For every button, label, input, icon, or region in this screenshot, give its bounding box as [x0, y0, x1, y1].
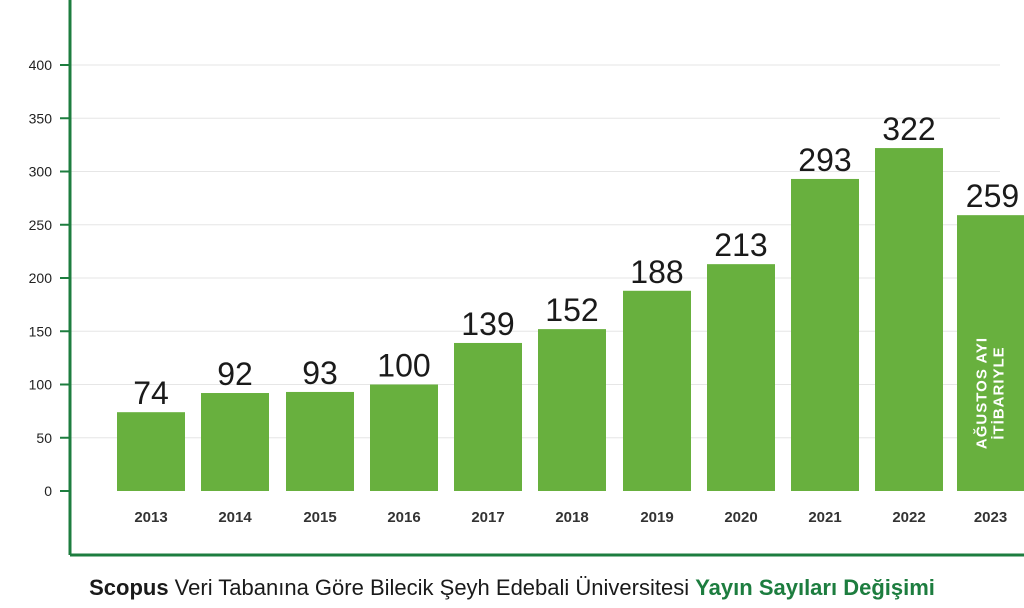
x-tick-label: 2018	[555, 509, 588, 526]
y-tick-label: 250	[29, 217, 53, 233]
data-label: 139	[461, 306, 514, 342]
bars	[117, 148, 1024, 492]
axes	[60, 0, 1024, 557]
x-tick-label: 2019	[640, 509, 673, 526]
data-label: 213	[714, 227, 767, 263]
caption-scopus: Scopus	[89, 575, 169, 600]
data-label: 188	[630, 254, 683, 290]
bar	[875, 148, 943, 491]
bar	[370, 384, 438, 491]
data-label: 93	[302, 355, 338, 391]
x-tick-label: 2020	[724, 509, 757, 526]
y-tick-label: 300	[29, 164, 53, 180]
data-label: 293	[798, 142, 851, 178]
x-tick-label: 2017	[471, 509, 504, 526]
bar	[201, 393, 269, 491]
x-tick-label: 2023	[974, 509, 1007, 526]
y-tick-label: 350	[29, 110, 53, 126]
data-label: 259	[966, 178, 1019, 214]
annotation: AĞUSTOS AYI İTİBARIYLE	[973, 337, 1008, 449]
data-labels: 74 92 93 100 139 152 188 213 293 322 259	[133, 111, 1019, 411]
gridlines	[70, 64, 1000, 439]
data-label: 152	[545, 292, 598, 328]
y-tick-label: 400	[29, 57, 53, 73]
x-tick-label: 2022	[892, 509, 925, 526]
x-tick-label: 2015	[303, 509, 336, 526]
y-tick-label: 50	[36, 430, 52, 446]
x-tick-label: 2014	[218, 509, 252, 526]
annotation-group: AĞUSTOS AYI İTİBARIYLE	[973, 337, 1008, 449]
annotation-line-2: İTİBARIYLE	[991, 346, 1008, 439]
x-tick-label: 2021	[808, 509, 841, 526]
data-label: 92	[217, 356, 253, 392]
bar	[791, 178, 859, 491]
bar	[286, 391, 354, 491]
y-tick-label: 100	[29, 377, 53, 393]
bar	[454, 342, 522, 491]
data-label: 100	[377, 348, 430, 384]
y-tick-labels: 0 50 100 150 200 250 300 350 400	[29, 57, 53, 499]
x-tick-label: 2013	[134, 509, 167, 526]
bar	[538, 329, 606, 491]
bar-chart: 0 50 100 150 200 250 300 350 400 74 92 93 100 139 152…	[29, 0, 1024, 557]
bar	[117, 412, 185, 491]
x-tick-label: 2016	[387, 509, 420, 526]
chart-caption: Scopus Veri Tabanına Göre Bilecik Şeyh E…	[0, 575, 1024, 601]
data-label: 74	[133, 375, 169, 411]
data-label: 322	[882, 111, 935, 147]
bar	[623, 290, 691, 491]
x-tick-labels: 2013 2014 2015 2016 2017 2018 2019 2020 2021 2022…	[134, 509, 1007, 526]
caption-highlight: Yayın Sayıları Değişimi	[695, 575, 935, 600]
y-tick-label: 200	[29, 270, 53, 286]
bar	[707, 264, 775, 491]
annotation-line-1: AĞUSTOS AYI	[973, 337, 991, 449]
y-tick-label: 0	[44, 483, 52, 499]
y-tick-label: 150	[29, 323, 53, 339]
bar	[957, 215, 1024, 492]
caption-middle: Veri Tabanına Göre Bilecik Şeyh Edebali …	[168, 575, 696, 600]
